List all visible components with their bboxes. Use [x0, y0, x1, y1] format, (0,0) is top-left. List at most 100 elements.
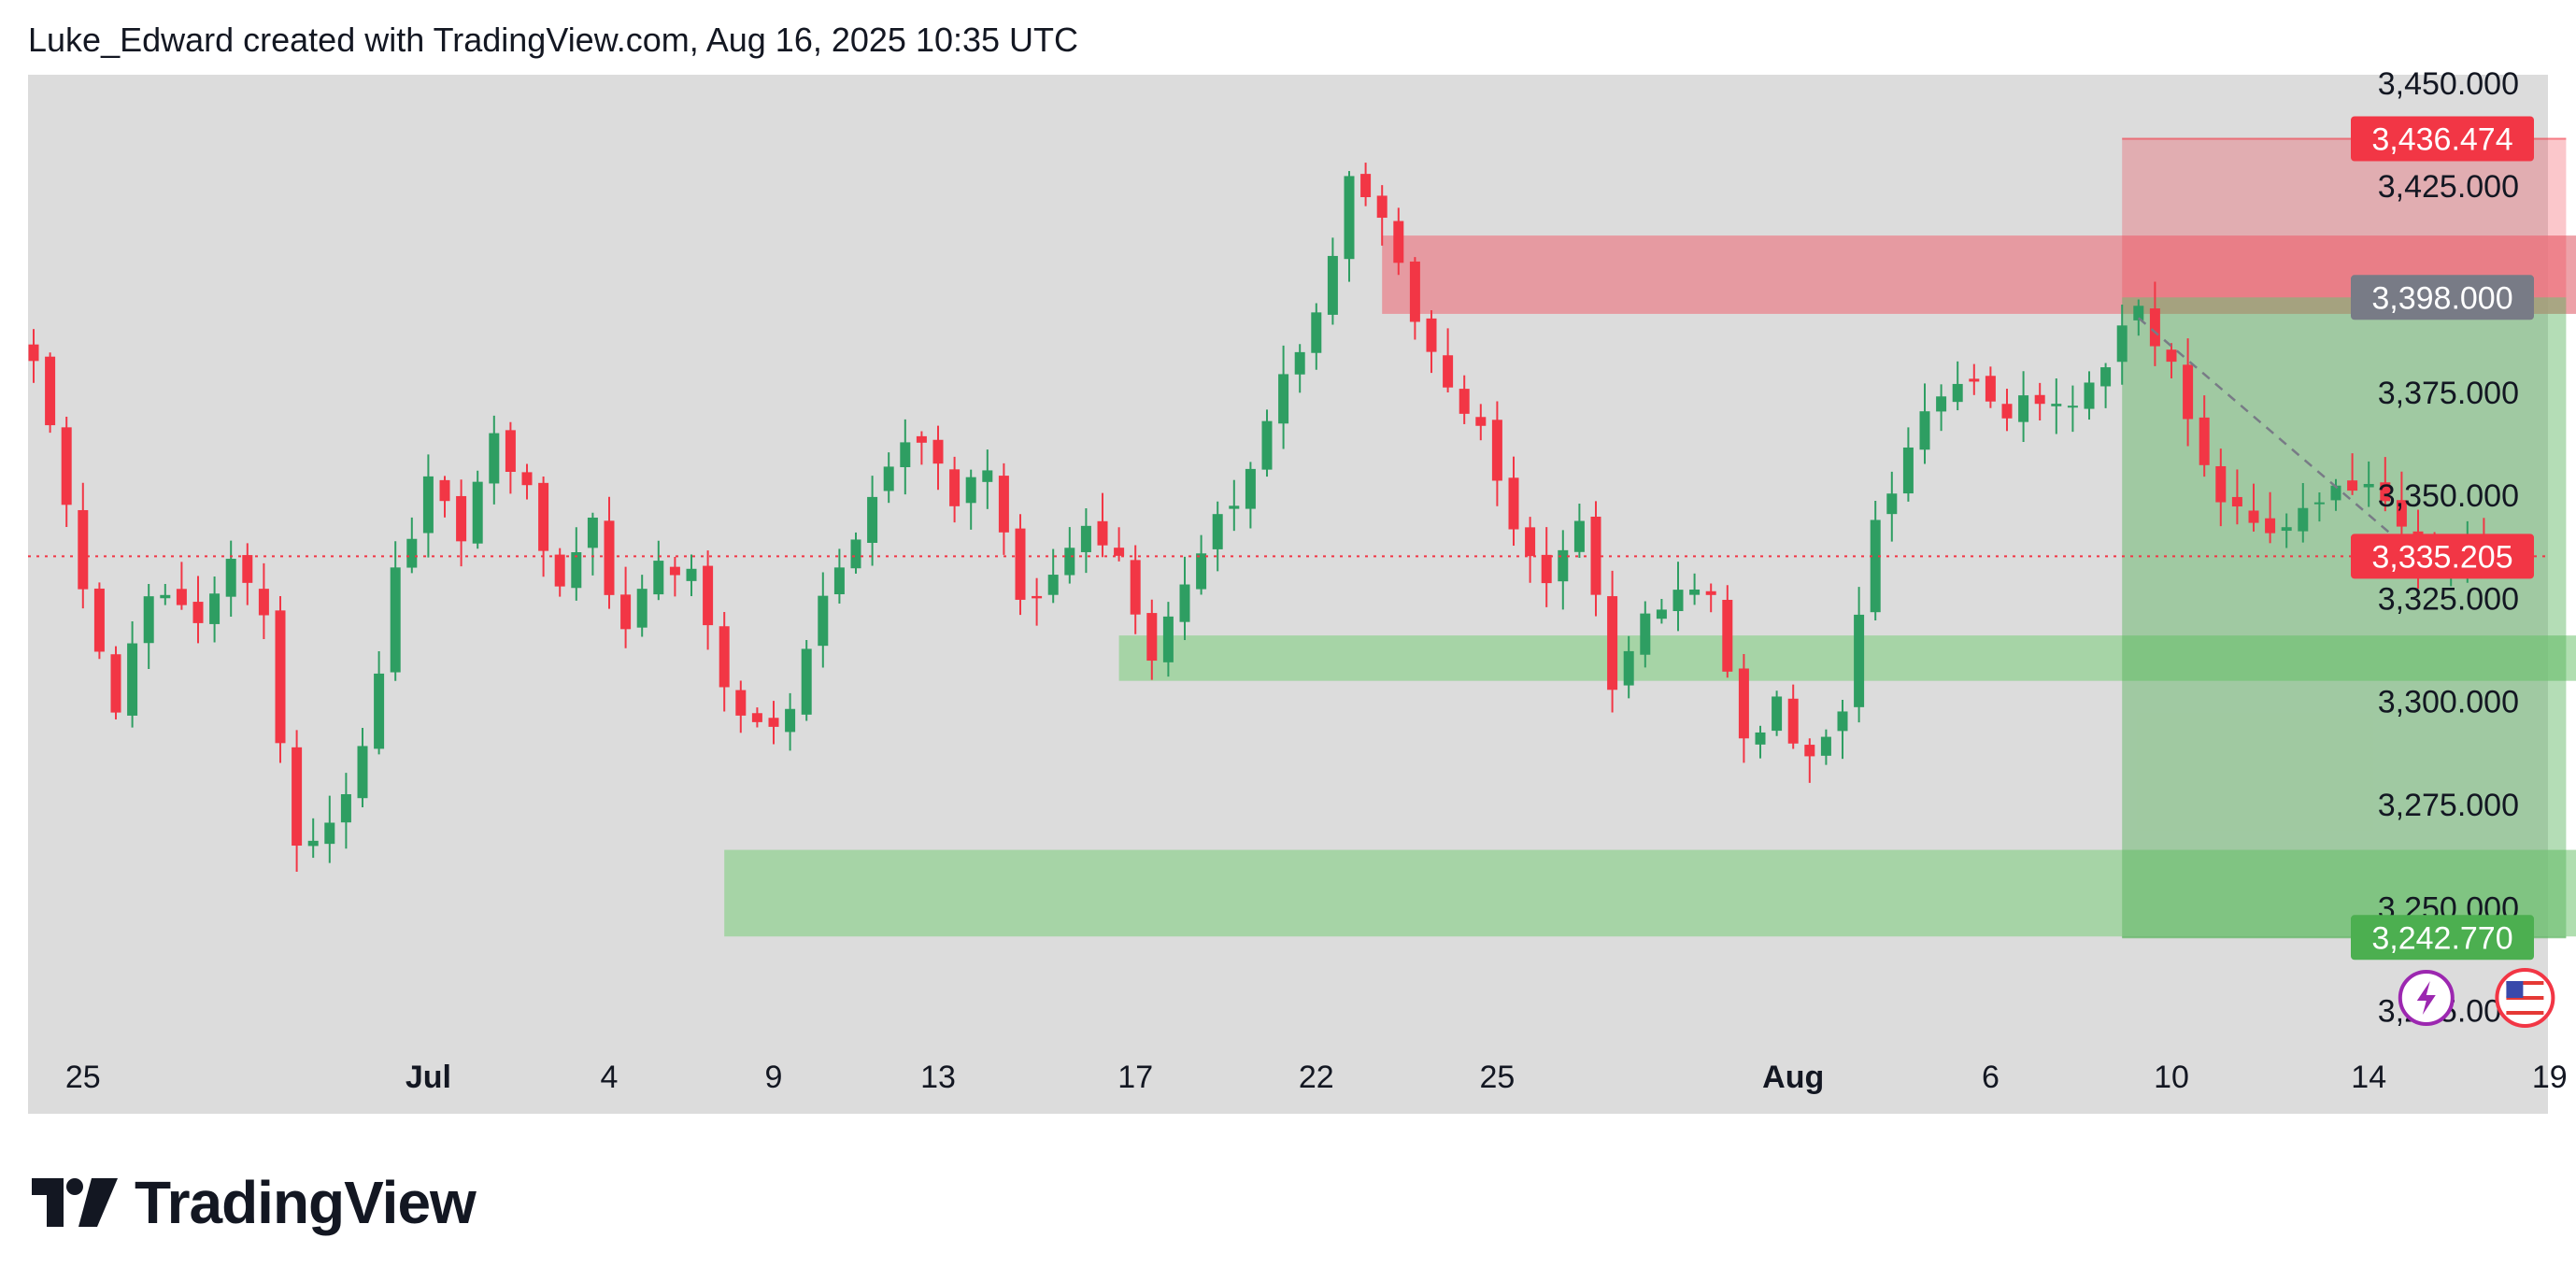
candle — [2067, 385, 2078, 433]
us-flag-event-icon-1[interactable] — [2495, 968, 2555, 1028]
candle-body — [900, 442, 911, 467]
demand-zone-upper — [1118, 635, 2576, 681]
candle — [818, 572, 829, 668]
candle — [1573, 504, 1585, 559]
candle — [1229, 479, 1240, 532]
price-tag-label: 3,335.205 — [2371, 539, 2512, 575]
time-tick-label: 22 — [1299, 1060, 1334, 1095]
price-tick-label: 3,450.000 — [2378, 66, 2519, 102]
candle — [1475, 404, 1487, 441]
candle — [932, 425, 944, 491]
candle-body — [1886, 493, 1898, 515]
candle-body — [1705, 591, 1716, 595]
candle-body — [1376, 195, 1388, 219]
candle — [176, 562, 187, 610]
candle — [160, 583, 171, 605]
candle-body — [521, 472, 533, 486]
candle-body — [2018, 395, 2029, 422]
candle — [1672, 562, 1684, 632]
candle — [340, 773, 351, 849]
candle — [1360, 163, 1372, 206]
candle — [801, 639, 812, 721]
candle-body — [2231, 496, 2242, 507]
candle — [1772, 690, 1783, 736]
candle-body — [1459, 389, 1470, 414]
candle-body — [2166, 349, 2177, 363]
zones-layer — [724, 235, 2576, 937]
candle — [2116, 304, 2128, 385]
time-tick-label: 25 — [1479, 1060, 1515, 1095]
candle-body — [225, 559, 236, 597]
price-tag-background — [2351, 915, 2534, 961]
candle-body — [160, 594, 171, 599]
candle — [127, 620, 138, 728]
candle-body — [1541, 554, 1552, 584]
candle-body — [1623, 650, 1634, 686]
candle — [1936, 384, 1947, 432]
candle-body — [1443, 355, 1454, 388]
candle-body — [1936, 396, 1947, 412]
candle-body — [1804, 745, 1815, 757]
candle-body — [176, 589, 187, 605]
stop-loss-zone[interactable] — [2122, 138, 2567, 298]
candle-body — [1558, 549, 1569, 582]
candle — [1640, 601, 1651, 668]
candle-body — [422, 476, 434, 534]
candle — [2265, 491, 2276, 544]
candle-body — [2330, 485, 2341, 501]
candle-body — [2001, 404, 2013, 419]
candle — [1097, 492, 1108, 558]
time-tick-label: 25 — [65, 1060, 101, 1095]
stop-price-tag: 3,436.474 — [2351, 116, 2534, 162]
candle — [1919, 383, 1930, 464]
candle — [2100, 363, 2112, 408]
candle — [669, 556, 680, 597]
candle — [1837, 700, 1848, 760]
candle — [110, 646, 121, 719]
candle-body — [982, 470, 993, 482]
candle — [1261, 409, 1273, 477]
lightning-glyph — [2416, 981, 2436, 1015]
lightning-event-icon[interactable] — [2398, 970, 2455, 1026]
candle — [604, 496, 615, 609]
candle-body — [1245, 468, 1256, 509]
time-tick-label: 14 — [2351, 1060, 2386, 1095]
candle-body — [818, 595, 829, 647]
candle — [1969, 363, 1980, 395]
trendline[interactable] — [2137, 317, 2419, 559]
candle — [521, 463, 533, 500]
economic-events[interactable] — [2398, 968, 2576, 1028]
candle-body — [1229, 505, 1240, 509]
candle — [2215, 448, 2227, 527]
candle-body — [1409, 261, 1420, 322]
candle — [390, 541, 401, 681]
candle-body — [1360, 174, 1372, 197]
candle-body — [1738, 668, 1749, 739]
candle — [1294, 344, 1305, 393]
candle-body — [1525, 527, 1536, 557]
candle — [1443, 328, 1454, 393]
candle — [1130, 545, 1141, 634]
tradingview-logo[interactable]: TradingView — [32, 1168, 477, 1237]
candle — [1162, 602, 1174, 677]
candle-body — [2100, 367, 2112, 387]
candle — [1689, 573, 1701, 605]
candle-body — [1196, 553, 1207, 590]
candle-body — [127, 643, 138, 716]
candle — [735, 680, 747, 733]
candle-body — [439, 479, 450, 502]
candle-body — [1393, 221, 1404, 263]
time-axis[interactable]: 25Jul4913172225Aug610141922 — [65, 1060, 2576, 1095]
candle-body — [1327, 255, 1338, 315]
candle — [1804, 738, 1815, 783]
take-profit-zone[interactable] — [2122, 297, 2567, 938]
candle — [1344, 171, 1355, 282]
candle-body — [1080, 525, 1091, 552]
candle-body — [1969, 378, 1980, 382]
price-tag-background — [2351, 275, 2534, 320]
candle-body — [2298, 507, 2309, 532]
candle-body — [1097, 520, 1108, 546]
candle — [1623, 635, 1634, 699]
candle-body — [998, 476, 1009, 533]
